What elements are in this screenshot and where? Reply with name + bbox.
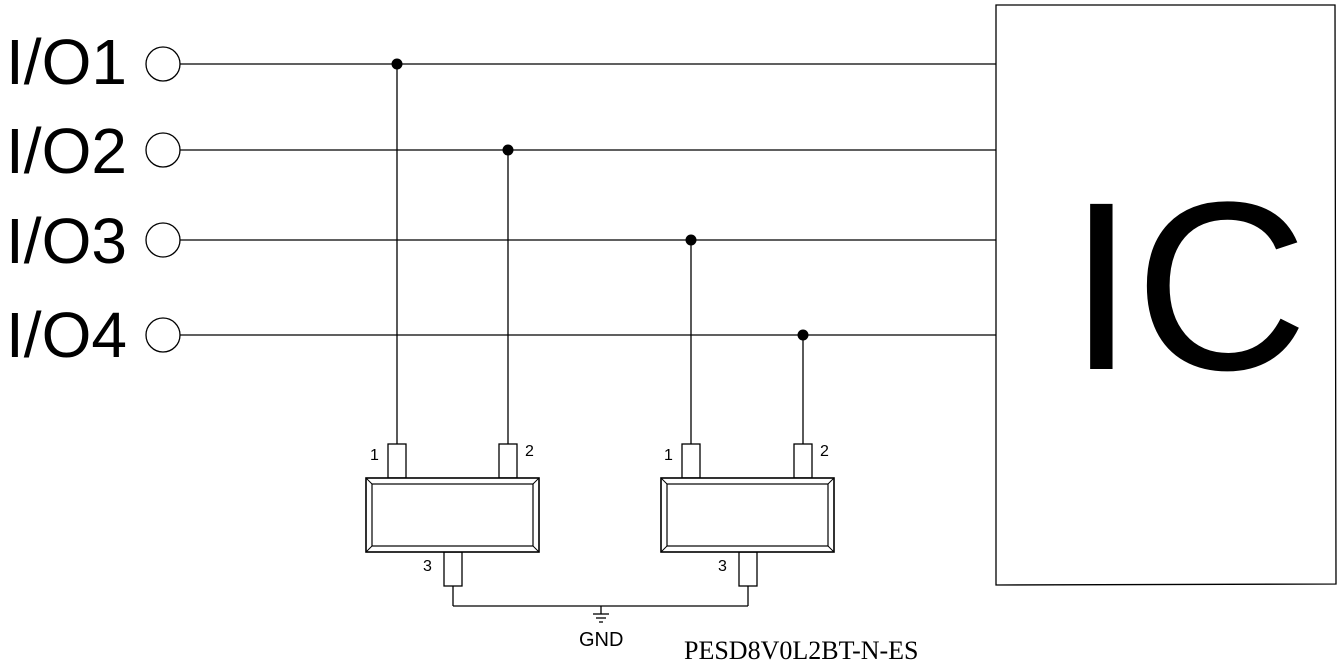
part-number-label: PESD8V0L2BT-N-ES <box>684 636 919 665</box>
package2-pin1-label: 1 <box>664 447 673 464</box>
io2-label: I/O2 <box>6 115 127 187</box>
io2-terminal <box>145 132 181 168</box>
junction-io4 <box>797 329 809 341</box>
junction-io2 <box>502 144 514 156</box>
io3-label: I/O3 <box>6 205 127 277</box>
package1-pin1-label: 1 <box>370 447 379 464</box>
package1-pin2 <box>498 443 518 479</box>
io1-terminal <box>145 46 181 82</box>
package1-pin3 <box>443 551 463 587</box>
package1-body-inner <box>371 483 534 547</box>
io3-terminal <box>145 222 181 258</box>
package2-body-inner <box>666 483 829 547</box>
tvs-diode-package-1: 1 2 3 <box>365 443 540 587</box>
package2-pin3-label: 3 <box>718 558 727 575</box>
ground-net <box>452 586 749 607</box>
package2-pin1 <box>681 443 701 479</box>
package1-pin2-label: 2 <box>525 443 534 460</box>
package2-pin2-label: 2 <box>820 443 829 460</box>
ground-icon <box>593 606 609 623</box>
junction-io3 <box>685 234 697 246</box>
tvs-diode-package-2: 1 2 3 <box>660 443 835 587</box>
io1-label: I/O1 <box>6 26 127 98</box>
io4-label: I/O4 <box>6 299 127 371</box>
gnd-label: GND <box>579 629 623 651</box>
package1-pin1 <box>387 443 407 479</box>
io4-terminal <box>145 317 181 353</box>
junction-io1 <box>391 58 403 70</box>
ic-label: IC <box>1068 152 1308 420</box>
package2-pin2 <box>793 443 813 479</box>
package1-pin3-label: 3 <box>423 558 432 575</box>
package2-pin3 <box>738 551 758 587</box>
ic-block: IC <box>995 4 1337 586</box>
